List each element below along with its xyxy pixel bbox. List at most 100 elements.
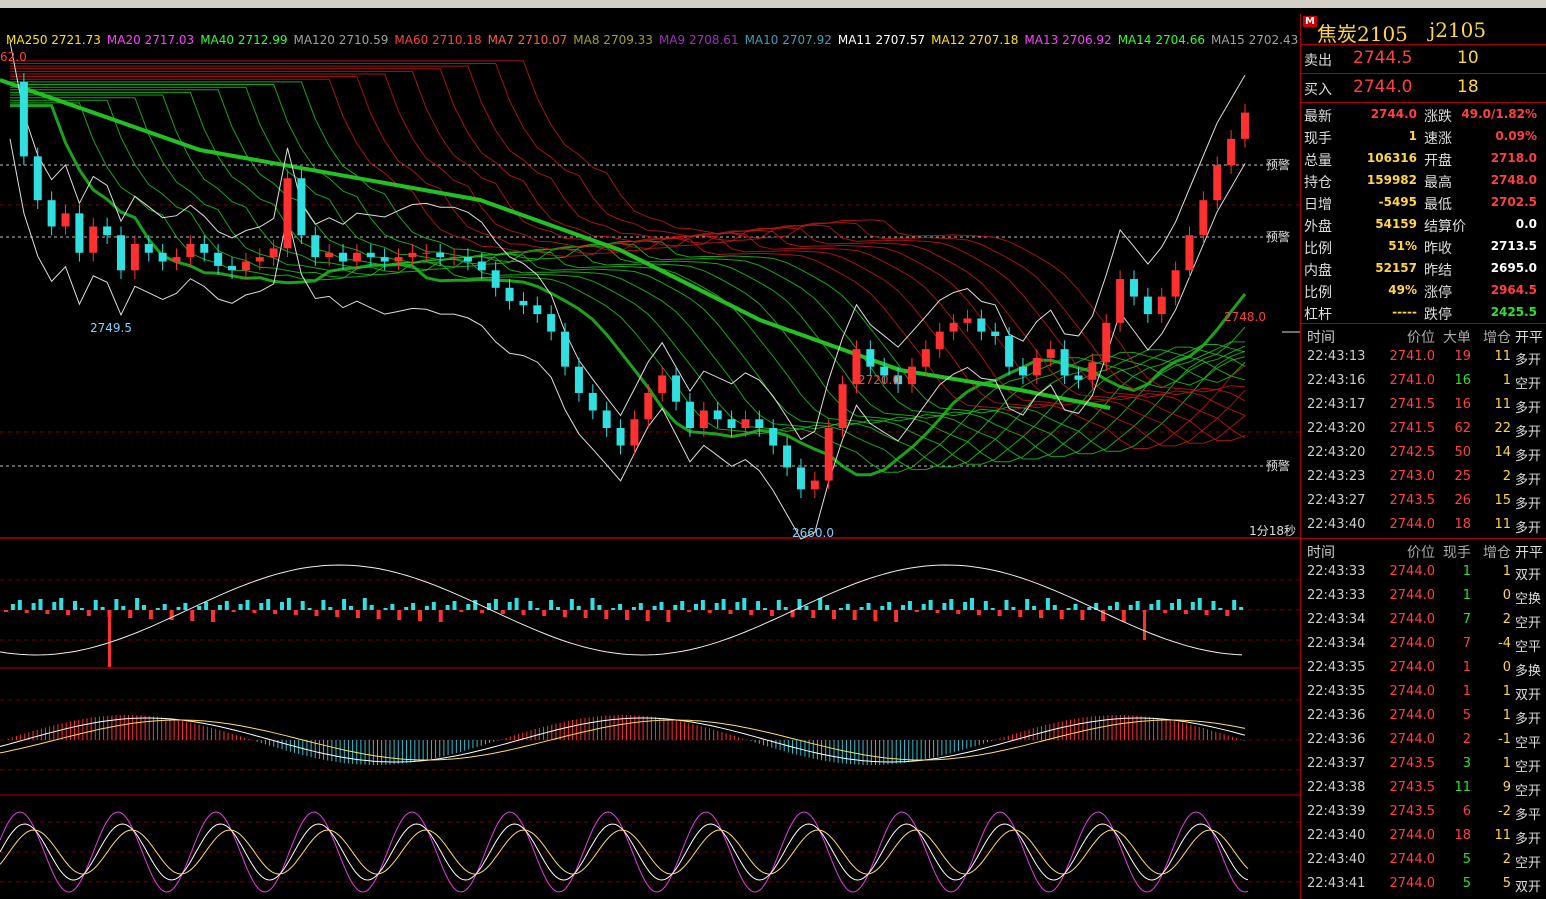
tick-cell: 22:43:13: [1307, 349, 1366, 364]
ma-line: [10, 102, 1246, 473]
volume-bar: [93, 600, 98, 610]
volume-bar: [411, 603, 416, 610]
tick-row[interactable]: 22:43:33 2744.0 1 1 双开: [1301, 561, 1546, 585]
tick-cell: 2: [1502, 469, 1511, 484]
candle-body: [727, 419, 736, 428]
ask-volume: 10: [1457, 48, 1479, 68]
tick-row[interactable]: 22:43:41 2744.0 5 5 双开: [1301, 873, 1546, 897]
volume-bar: [473, 600, 478, 610]
volume-bar: [128, 610, 133, 618]
tick-row[interactable]: 22:43:16 2741.0 16 1 空开: [1301, 370, 1546, 394]
candle-body: [1032, 357, 1041, 376]
volume-bar: [528, 601, 533, 610]
candle-body: [61, 213, 70, 227]
ask-row[interactable]: 卖出 2744.5 10: [1301, 45, 1546, 74]
tick-cell: 1: [1462, 660, 1471, 675]
tick-row[interactable]: 22:43:20 2742.5 50 14 多开: [1301, 442, 1546, 466]
stat-value: 1: [1408, 129, 1417, 143]
ma-line: [10, 97, 1246, 468]
tick-cell: 22:43:36: [1307, 708, 1366, 723]
volume-bar: [1149, 604, 1154, 610]
volume-bar: [273, 610, 278, 614]
tick-cell: 22:43:35: [1307, 660, 1366, 675]
tick-row[interactable]: 22:43:39 2743.5 6 -2 多平: [1301, 801, 1546, 825]
candle-body: [588, 392, 597, 411]
tick-row[interactable]: 22:43:33 2744.0 1 0 空换: [1301, 585, 1546, 609]
tick-row[interactable]: 22:43:36 2744.0 5 1 多开: [1301, 705, 1546, 729]
tick-cell: 22:43:33: [1307, 564, 1366, 579]
tick-cell: 2741.0: [1389, 373, 1436, 388]
stat-value: 2964.5: [1490, 283, 1537, 297]
stat-label: 涨跌: [1424, 109, 1452, 125]
volume-bar: [445, 605, 450, 610]
volume-bar: [942, 603, 947, 610]
volume-bar: [1170, 603, 1175, 610]
tick-row[interactable]: 22:43:38 2743.5 11 9 空开: [1301, 777, 1546, 801]
tick-row[interactable]: 22:43:17 2741.5 16 11 多开: [1301, 394, 1546, 418]
candle-body: [1171, 270, 1180, 297]
candle-body: [103, 226, 112, 236]
ma-legend-item: MA11 2707.57: [837, 33, 926, 47]
candle-body: [949, 322, 958, 332]
bid-row[interactable]: 买入 2744.0 18: [1301, 74, 1546, 103]
tick-row[interactable]: 22:43:34 2744.0 7 -4 空平: [1301, 633, 1546, 657]
tick-cell: 1: [1502, 708, 1511, 723]
tick-row[interactable]: 22:43:27 2743.5 26 15 多开: [1301, 490, 1546, 514]
ma-line: [10, 76, 1246, 447]
volume-bar: [286, 598, 291, 610]
ma-line: [10, 65, 1246, 416]
ask-label: 卖出: [1304, 53, 1332, 69]
volume-bar: [721, 599, 726, 610]
tick-cell: 2: [1462, 732, 1471, 747]
tick-cell: 多开: [1515, 712, 1542, 727]
tick-cell: 22:43:36: [1307, 732, 1366, 747]
volume-bar: [949, 599, 954, 610]
tick-header: 时间 价位 大单 增仓 开平: [1301, 324, 1546, 346]
candle-body: [1116, 279, 1125, 323]
candle-body: [602, 410, 611, 428]
tick-cell: 2744.0: [1389, 708, 1436, 723]
tick-list[interactable]: 时间 价位 现手 增仓 开平 22:43:33 2744.0 1 1 双开 22:43:33 2744…: [1301, 538, 1546, 897]
stat-value: 2425.5: [1490, 305, 1537, 319]
tick-row[interactable]: 22:43:35 2744.0 1 0 多换: [1301, 657, 1546, 681]
candle-body: [1060, 349, 1069, 376]
big-order-ticks[interactable]: 时间 价位 大单 增仓 开平 22:43:13 2741.0 19 11 多开 22:43:16 27…: [1301, 324, 1546, 538]
stat-value: 49.0/1.82%: [1461, 107, 1537, 121]
volume-bar: [349, 606, 353, 610]
candle-body: [1005, 336, 1014, 367]
ma-line: [10, 104, 1247, 477]
tick-row[interactable]: 22:43:36 2744.0 2 -1 空平: [1301, 729, 1546, 753]
price-label-top: 62.0: [0, 50, 27, 64]
alert-label: 预警: [1266, 157, 1290, 172]
volume-bar: [224, 601, 229, 610]
candle-body: [366, 252, 375, 258]
tick-row[interactable]: 22:43:23 2743.0 25 2 多开: [1301, 466, 1546, 490]
volume-bar: [1177, 599, 1181, 610]
volume-bar: [852, 610, 857, 620]
volume-bar: [604, 610, 609, 619]
volume-bar: [73, 601, 77, 610]
tick-cell: 2744.0: [1389, 732, 1436, 747]
volume-bar: [1190, 602, 1195, 610]
tick-row[interactable]: 22:43:34 2744.0 7 2 空开: [1301, 609, 1546, 633]
macd-dea: [0, 719, 1246, 761]
tick-row[interactable]: 22:43:20 2741.5 62 22 多开: [1301, 418, 1546, 442]
tick-row[interactable]: 22:43:35 2744.0 1 1 双开: [1301, 681, 1546, 705]
volume-bar: [197, 606, 202, 610]
stat-value: 0.0: [1515, 217, 1537, 231]
volume-bar: [45, 610, 50, 614]
volume-bar: [1156, 600, 1161, 610]
volume-bar: [921, 604, 926, 610]
tick-cell: 18: [1454, 517, 1471, 532]
tick-cell: 空换: [1515, 592, 1542, 607]
tick-row[interactable]: 22:43:40 2744.0 5 2 空开: [1301, 849, 1546, 873]
ma-legend-item: MA10 2707.92: [744, 33, 832, 47]
tick-row[interactable]: 22:43:13 2741.0 19 11 多开: [1301, 346, 1546, 370]
tick-row[interactable]: 22:43:40 2744.0 18 11 多开: [1301, 514, 1546, 538]
tick-row[interactable]: 22:43:40 2744.0 18 11 多开: [1301, 825, 1546, 849]
tick-cell: 22:43:40: [1307, 517, 1366, 532]
tick-row[interactable]: 22:43:37 2743.5 3 1 空开: [1301, 753, 1546, 777]
stat-left-0: 最新 2744.0: [1301, 103, 1421, 125]
tick-cell: 2741.5: [1389, 397, 1436, 412]
